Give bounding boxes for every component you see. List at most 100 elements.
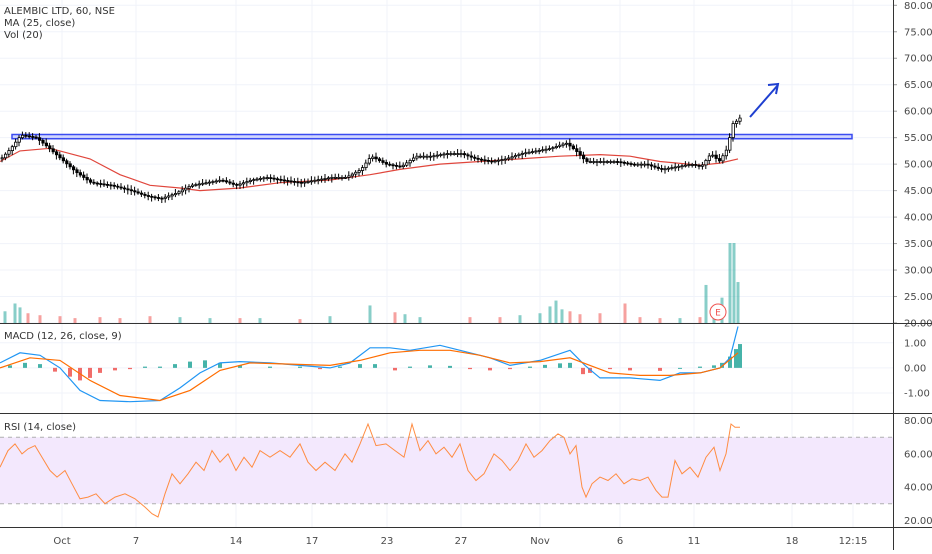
candle-body — [160, 197, 164, 200]
time-axis-tick-label: 23 — [381, 536, 394, 547]
volume-bar — [298, 319, 302, 323]
macd-histogram-bar — [113, 367, 117, 371]
candle-body — [41, 139, 45, 144]
candle-body — [527, 151, 531, 154]
candle-body — [371, 156, 375, 159]
candle-body — [449, 153, 453, 155]
candle-body — [388, 163, 392, 166]
candle-body — [588, 161, 593, 163]
candle-body — [704, 160, 708, 166]
candle-body — [95, 182, 99, 185]
macd-histogram-bar — [568, 362, 572, 368]
macd-histogram-bar — [678, 367, 682, 369]
candle-body — [51, 148, 55, 153]
rsi-legend[interactable]: RSI (14, close) — [4, 422, 76, 434]
candle-body — [602, 161, 606, 163]
volume-bar — [538, 313, 542, 323]
candle-body — [187, 185, 191, 189]
candle-body — [425, 155, 429, 158]
candle-body — [184, 187, 188, 191]
volume-bar — [26, 313, 30, 323]
candle-body — [582, 154, 586, 160]
macd-histogram-bar — [728, 356, 732, 368]
candle-body — [65, 160, 69, 165]
volume-bar — [704, 284, 708, 323]
candle-body — [428, 155, 433, 158]
volume-bar — [568, 311, 572, 323]
candle-body — [462, 153, 467, 156]
candle-body — [612, 161, 616, 163]
candle-body — [4, 153, 8, 159]
candle-body — [231, 182, 235, 185]
candle-body — [466, 154, 470, 157]
volume-bar — [468, 317, 472, 323]
macd-histogram-bar — [734, 349, 738, 368]
candle-body — [537, 149, 542, 152]
candle-body — [445, 153, 450, 155]
macd-histogram-bar — [373, 364, 377, 368]
price-axis-tick-label: 35.00 — [904, 239, 932, 250]
price-legend[interactable]: ALEMBIC LTD, 60, NSE MA (25, close) Vol … — [4, 6, 115, 42]
candle-body — [27, 135, 32, 138]
volume-bar — [208, 318, 212, 323]
candle-body — [333, 176, 338, 179]
candle-body — [167, 195, 171, 198]
volume-bar — [403, 314, 407, 323]
candle-body — [724, 149, 729, 157]
candle-body — [653, 165, 657, 168]
candle-body — [34, 136, 38, 139]
candle-body — [663, 168, 667, 171]
candle-body — [82, 174, 86, 178]
candle-body — [269, 177, 273, 179]
candle-body — [456, 153, 460, 155]
candle-body — [711, 154, 715, 157]
candle-body — [201, 182, 205, 185]
macd-histogram-bar — [393, 367, 397, 371]
rsi-band — [0, 437, 893, 504]
macd-histogram-bar — [218, 362, 222, 368]
candle-body — [459, 153, 463, 155]
candle-body — [401, 164, 406, 167]
volume-bar — [658, 318, 662, 323]
volume-bar — [58, 316, 62, 323]
candle-body — [707, 155, 712, 161]
candle-body — [714, 154, 718, 159]
price-axis-tick-label: 70.00 — [904, 54, 932, 65]
trend-arrow-icon — [749, 84, 779, 118]
candle-body — [211, 181, 215, 183]
ma-line — [0, 147, 739, 192]
macd-legend[interactable]: MACD (12, 26, close, 9) — [4, 331, 122, 343]
volume-bar — [728, 243, 732, 323]
signal-line — [0, 349, 739, 402]
price-axis-tick-label: 45.00 — [904, 186, 932, 197]
candle-body — [347, 175, 351, 178]
time-axis-tick-label: Oct — [53, 536, 70, 547]
candle-body — [551, 147, 555, 150]
price-axis-tick-label: 25.00 — [904, 292, 932, 303]
price-axis-tick-label: 65.00 — [904, 80, 932, 91]
candle-body — [415, 155, 419, 159]
candle-body — [55, 151, 59, 156]
candle-body — [7, 150, 11, 155]
candle-body — [486, 160, 491, 162]
candle-body — [248, 179, 252, 182]
candle-body — [343, 176, 348, 179]
volume-bar — [3, 311, 7, 323]
candle-body — [282, 179, 287, 182]
time-axis-tick-label: 27 — [455, 536, 468, 547]
volume-bar — [518, 315, 522, 323]
candle-body — [143, 193, 147, 196]
candle-body — [58, 154, 62, 159]
candle-body — [323, 178, 327, 180]
rsi-label: RSI (14, close) — [4, 422, 77, 433]
macd-histogram-bar — [338, 366, 342, 368]
price-axis-tick-label: 30.00 — [904, 266, 932, 277]
macd-axis-tick-label: -1.00 — [904, 388, 930, 399]
candle-body — [629, 163, 633, 165]
candle-body — [561, 143, 565, 146]
ma-label: MA (25, close) — [4, 18, 76, 29]
volume-bar — [38, 315, 42, 323]
candle-body — [252, 179, 256, 181]
